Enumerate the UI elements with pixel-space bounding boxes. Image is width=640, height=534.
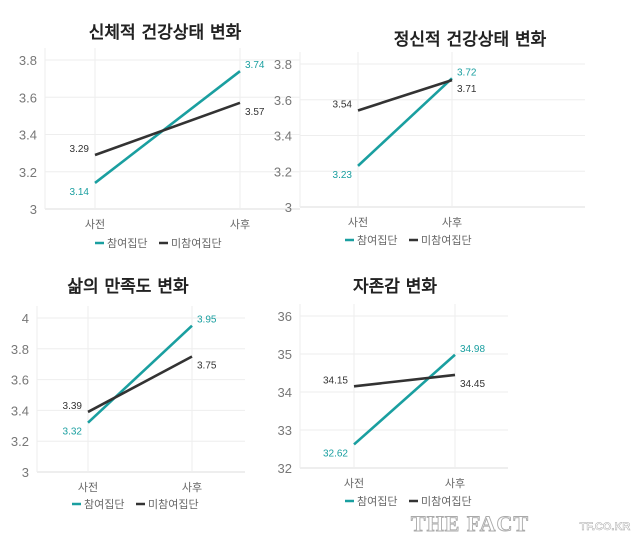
series-line-non-participant — [353, 373, 456, 388]
watermark-site: TF.CO.KR — [580, 521, 631, 533]
legend-label: 미참여집단 — [148, 498, 199, 511]
data-label: 3.32 — [63, 427, 83, 438]
data-label: 3.57 — [245, 107, 265, 118]
y-tick-label: 3.8 — [11, 342, 29, 357]
x-tick-label: 사후 — [445, 477, 465, 490]
series-line-participant — [357, 77, 453, 167]
chart-title: 신체적 건강상태 변화 — [89, 23, 242, 43]
series-line-non-participant — [357, 78, 453, 112]
y-tick-label: 3 — [285, 200, 292, 215]
series-line-participant — [94, 70, 241, 184]
y-tick-label: 3.6 — [11, 373, 29, 388]
data-label: 3.95 — [197, 315, 217, 326]
x-tick-label: 사전 — [85, 218, 105, 231]
x-tick-label: 사전 — [78, 481, 98, 494]
y-tick-label: 3.8 — [274, 57, 292, 72]
data-label: 3.29 — [70, 144, 90, 155]
y-tick-label: 3.4 — [274, 129, 292, 144]
legend-label: 참여집단 — [107, 237, 147, 250]
chart-title: 정신적 건강상태 변화 — [394, 30, 547, 50]
chart-panel-3: 삶의 만족도 변화 3 3.2 3.4 3.6 3.8 4 사전 사후 3.32 3.95 3.39 3… — [11, 277, 245, 511]
y-tick-label: 4 — [22, 311, 29, 326]
data-label: 3.54 — [333, 99, 353, 110]
chart-panel-4: 자존감 변화 32 33 34 35 36 사전 사후 32.62 34.98 34.15 34.45… — [278, 277, 508, 508]
data-label: 3.72 — [457, 67, 477, 78]
y-tick-label: 3 — [30, 202, 37, 217]
legend-label: 참여집단 — [84, 498, 124, 511]
y-tick-label: 3.2 — [19, 165, 37, 180]
watermark-logo: THE FACT — [411, 511, 529, 534]
series-line-non-participant — [87, 355, 193, 414]
data-label: 34.15 — [323, 375, 348, 386]
y-tick-label: 34 — [278, 385, 292, 400]
legend-label: 참여집단 — [357, 234, 397, 247]
legend-label: 미참여집단 — [171, 237, 222, 250]
y-tick-label: 3.8 — [19, 53, 37, 68]
legend-label: 미참여집단 — [421, 495, 472, 508]
data-label: 3.14 — [70, 187, 90, 198]
y-tick-label: 33 — [278, 423, 292, 438]
y-tick-label: 3 — [22, 465, 29, 480]
chart-panel-2: 정신적 건강상태 변화 3 3.2 3.4 3.6 3.8 사전 사후 3.23 3.72 3.54… — [274, 30, 585, 247]
data-label: 3.71 — [457, 84, 477, 95]
x-tick-label: 사전 — [344, 477, 364, 490]
series-line-participant — [87, 324, 193, 424]
data-label: 3.23 — [333, 170, 353, 181]
series-line-participant — [353, 353, 456, 446]
x-tick-label: 사후 — [182, 481, 202, 494]
y-tick-label: 3.4 — [11, 403, 29, 418]
data-label: 3.39 — [63, 401, 83, 412]
y-tick-label: 35 — [278, 347, 292, 362]
data-label: 32.62 — [323, 448, 348, 459]
data-label: 34.98 — [460, 344, 485, 355]
y-tick-label: 36 — [278, 309, 292, 324]
chart-title: 자존감 변화 — [353, 277, 437, 297]
series-line-non-participant — [94, 101, 241, 157]
y-tick-label: 32 — [278, 461, 292, 476]
legend-label: 미참여집단 — [421, 234, 472, 247]
x-tick-label: 사후 — [230, 218, 250, 231]
chart-panel-1: 신체적 건강상태 변화 3 3.2 3.4 3.6 3.8 사전 사후 3.14 3.74 3.29… — [19, 23, 300, 250]
y-tick-label: 3.2 — [11, 434, 29, 449]
x-tick-label: 사후 — [442, 216, 462, 229]
data-label: 3.75 — [197, 361, 217, 372]
y-tick-label: 3.6 — [19, 90, 37, 105]
chart-title: 삶의 만족도 변화 — [67, 277, 189, 297]
y-tick-label: 3.2 — [274, 164, 292, 179]
data-label: 34.45 — [460, 379, 485, 390]
data-label: 3.74 — [245, 60, 265, 71]
y-tick-label: 3.4 — [19, 128, 37, 143]
legend-label: 참여집단 — [357, 495, 397, 508]
x-tick-label: 사전 — [348, 216, 368, 229]
y-tick-label: 3.6 — [274, 93, 292, 108]
